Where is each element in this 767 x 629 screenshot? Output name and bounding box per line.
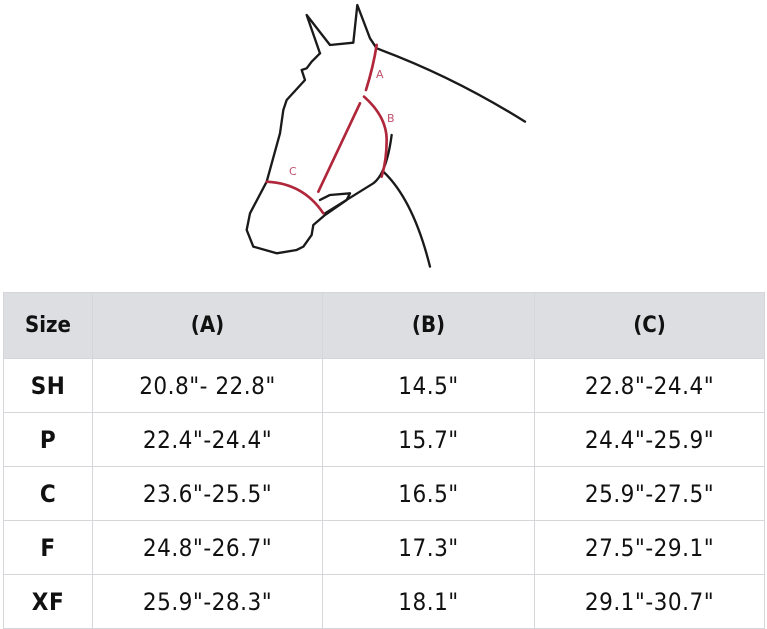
cell-b: 15.7" [322, 412, 535, 467]
horse-head-diagram: A B C [245, 3, 527, 268]
cell-b: 17.3" [322, 520, 535, 575]
cell-c: 24.4"-25.9" [534, 412, 765, 467]
header-size: Size [3, 292, 93, 359]
header-c: (C) [534, 292, 765, 359]
cell-a: 24.8"-26.7" [92, 520, 323, 575]
table-row: P 22.4"-24.4" 15.7" 24.4"-25.9" [3, 412, 765, 467]
label-c: C [289, 165, 297, 178]
cell-c: 29.1"-30.7" [534, 574, 765, 629]
cell-b: 16.5" [322, 466, 535, 521]
size-table: Size (A) (B) (C) SH 20.8"- 22.8" 14.5" 2… [3, 292, 765, 629]
measure-lines [265, 43, 388, 215]
table-row: XF 25.9"-28.3" 18.1" 29.1"-30.7" [3, 574, 765, 629]
measure-a-line [364, 43, 378, 92]
cell-a: 23.6"-25.5" [92, 466, 323, 521]
cell-c: 25.9"-27.5" [534, 466, 765, 521]
cell-size: XF [3, 574, 93, 629]
cell-size: SH [3, 358, 93, 413]
table-row: C 23.6"-25.5" 16.5" 25.9"-27.5" [3, 466, 765, 521]
table-row: F 24.8"-26.7" 17.3" 27.5"-29.1" [3, 520, 765, 575]
cell-size: C [3, 466, 93, 521]
cell-size: P [3, 412, 93, 467]
label-a: A [376, 68, 384, 81]
measure-b-line [362, 95, 388, 178]
label-b: B [387, 112, 395, 125]
cell-a: 20.8"- 22.8" [92, 358, 323, 413]
cell-a: 22.4"-24.4" [92, 412, 323, 467]
measure-c-line [265, 180, 325, 215]
cell-b: 14.5" [322, 358, 535, 413]
cell-c: 27.5"-29.1" [534, 520, 765, 575]
cell-c: 22.8"-24.4" [534, 358, 765, 413]
table-header-row: Size (A) (B) (C) [3, 292, 765, 359]
header-a: (A) [92, 292, 323, 359]
cell-b: 18.1" [322, 574, 535, 629]
cell-a: 25.9"-28.3" [92, 574, 323, 629]
cell-size: F [3, 520, 93, 575]
table-row: SH 20.8"- 22.8" 14.5" 22.8"-24.4" [3, 358, 765, 413]
measure-diagonal-line [316, 101, 362, 193]
header-b: (B) [322, 292, 535, 359]
